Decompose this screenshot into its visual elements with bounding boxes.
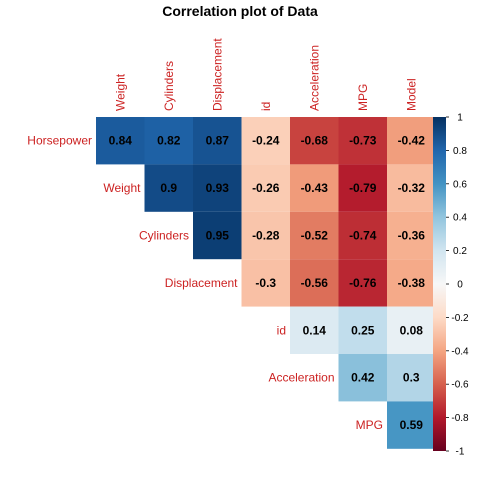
heatmap-cell (338, 117, 387, 165)
heatmap-cell (387, 117, 436, 165)
colorbar-tick-label: 0.4 (453, 213, 467, 224)
column-label: Acceleration (307, 45, 321, 111)
cell-value-label: -0.43 (301, 181, 329, 195)
colorbar-tick-label: -0.2 (451, 313, 469, 324)
heatmap-cell (387, 211, 436, 260)
cell-value-label: -0.79 (349, 181, 377, 195)
colorbar-tick-label: 0.2 (453, 246, 467, 257)
colorbar-tick-label: -0.6 (451, 380, 469, 391)
cell-value-label: 0.9 (160, 181, 177, 195)
colorbar-gradient (433, 117, 446, 451)
chart-title: Correlation plot of Data (162, 3, 318, 19)
cell-value-label: -0.3 (255, 276, 276, 290)
cell-value-label: 0.25 (351, 323, 375, 337)
row-label: Displacement (165, 276, 238, 290)
cell-value-label: -0.38 (398, 276, 426, 290)
heatmap-cell (338, 164, 387, 212)
cell-value-label: 0.3 (403, 371, 420, 385)
cell-value-label: -0.26 (252, 181, 280, 195)
colorbar-tick-label: -1 (456, 447, 465, 458)
cell-value-label: 0.87 (206, 134, 230, 148)
colorbar-tick-label: -0.8 (451, 413, 469, 424)
cell-value-label: -0.24 (252, 134, 280, 148)
column-label: Displacement (210, 38, 224, 111)
cell-value-label: -0.56 (301, 276, 329, 290)
heatmap-cell (387, 259, 436, 307)
cell-value-label: -0.28 (252, 229, 280, 243)
column-label: Cylinders (162, 61, 176, 111)
heatmap-cell (241, 164, 290, 212)
row-label: Cylinders (139, 229, 189, 243)
heatmap-cell (290, 211, 339, 260)
colorbar-tick-label: 1 (457, 113, 463, 124)
colorbar-tick-label: 0.6 (453, 179, 467, 190)
heatmap-cell (290, 259, 339, 307)
colorbar-tick-label: -0.4 (451, 346, 469, 357)
heatmap-cell (96, 117, 145, 165)
heatmap-cell (290, 117, 339, 165)
column-labels: Weight Cylinders Displacement id Acceleratio… (113, 38, 418, 111)
row-label: Weight (103, 181, 141, 195)
cell-value-label: -0.68 (301, 134, 329, 148)
heatmap-cell (338, 259, 387, 307)
heatmap-cell (241, 117, 290, 165)
cell-value-label: 0.42 (351, 371, 375, 385)
cell-value-label: -0.42 (398, 134, 426, 148)
colorbar-tick-label: 0.8 (453, 146, 467, 157)
row-label: id (277, 323, 286, 337)
heatmap-cell (387, 164, 436, 212)
cell-value-label: -0.36 (398, 229, 426, 243)
heatmap-cell (387, 306, 436, 354)
heatmap-cell (193, 117, 242, 165)
column-label: id (259, 102, 273, 111)
heatmap-cell (387, 401, 436, 449)
column-label: MPG (356, 84, 370, 111)
row-label: MPG (356, 418, 383, 432)
cell-value-label: -0.76 (349, 276, 377, 290)
cell-value-label: 0.93 (206, 181, 230, 195)
row-label: Acceleration (268, 371, 334, 385)
heatmap-cell (338, 354, 387, 402)
heatmap-cell (290, 164, 339, 212)
heatmap-cells: 0.84 0.82 0.87 -0.24 -0.68 -0.73 -0.42 0.9 0.93 -… (96, 117, 436, 449)
cell-value-label: -0.32 (398, 181, 426, 195)
cell-value-label: -0.74 (349, 229, 377, 243)
cell-value-label: 0.95 (206, 229, 230, 243)
heatmap-cell (387, 354, 436, 402)
heatmap-cell (193, 164, 242, 212)
heatmap-cell (241, 259, 290, 307)
column-label: Weight (113, 73, 127, 111)
heatmap-cell (144, 117, 193, 165)
heatmap-cell (144, 164, 193, 212)
column-label: Model (404, 78, 418, 111)
heatmap-cell (290, 306, 339, 354)
cell-value-label: -0.73 (349, 134, 377, 148)
heatmap-cell (338, 306, 387, 354)
heatmap-cell (193, 211, 242, 260)
cell-value-label: 0.82 (157, 134, 181, 148)
heatmap-cell (338, 211, 387, 260)
colorbar-tick-label: 0 (457, 280, 463, 291)
row-label: Horsepower (27, 134, 92, 148)
heatmap-cell (241, 211, 290, 260)
cell-value-label: 0.14 (303, 323, 327, 337)
cell-value-label: 0.59 (400, 418, 424, 432)
cell-value-label: 0.08 (400, 323, 424, 337)
row-labels: Horsepower Weight Cylinders Displacement id A… (27, 134, 383, 432)
cell-value-label: -0.52 (301, 229, 329, 243)
colorbar: 1 0.8 0.6 0.4 0.2 0 -0.2 -0.4 -0.6 -0.8 -1 (433, 113, 469, 458)
cell-value-label: 0.84 (109, 134, 133, 148)
